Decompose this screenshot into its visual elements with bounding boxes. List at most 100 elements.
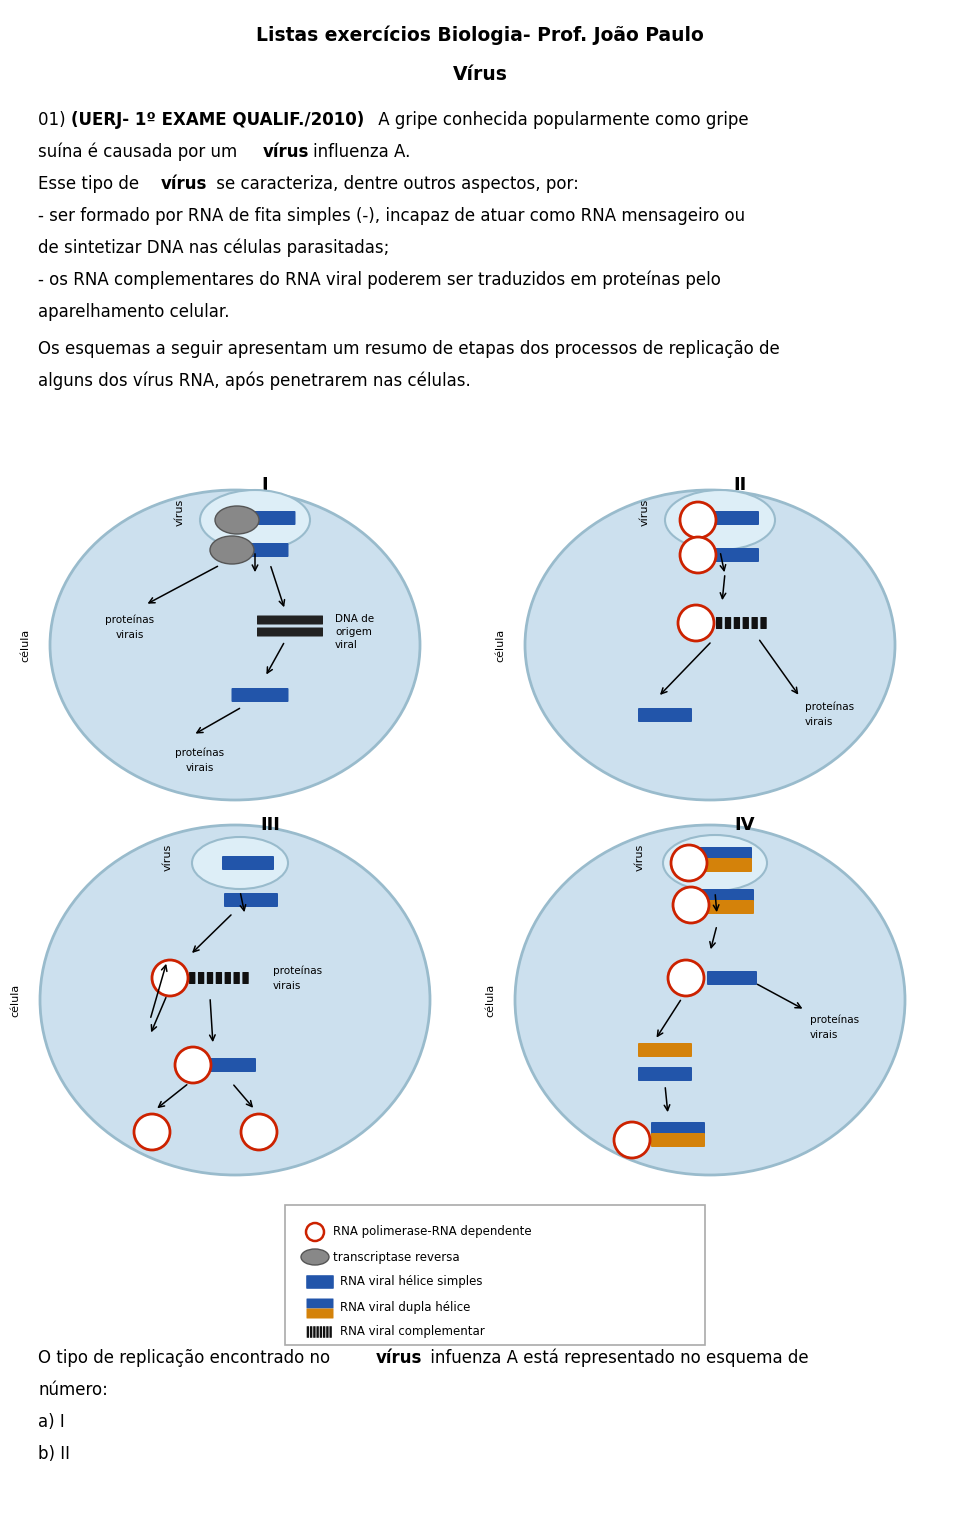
Text: viral: viral bbox=[335, 640, 358, 651]
Ellipse shape bbox=[210, 537, 254, 564]
FancyBboxPatch shape bbox=[171, 971, 178, 983]
FancyBboxPatch shape bbox=[242, 971, 249, 983]
Text: (UERJ- 1º EXAME QUALIF./2010): (UERJ- 1º EXAME QUALIF./2010) bbox=[71, 111, 364, 129]
Text: +: + bbox=[649, 1044, 661, 1059]
Ellipse shape bbox=[515, 825, 905, 1175]
Ellipse shape bbox=[665, 489, 775, 550]
FancyBboxPatch shape bbox=[257, 628, 323, 637]
Text: vírus: vírus bbox=[635, 844, 645, 871]
Text: proteínas: proteínas bbox=[176, 748, 225, 758]
Text: alguns dos vírus RNA, após penetrarem nas células.: alguns dos vírus RNA, após penetrarem na… bbox=[38, 372, 470, 391]
Text: número:: número: bbox=[38, 1382, 108, 1398]
FancyBboxPatch shape bbox=[700, 900, 754, 914]
Text: influenza A.: influenza A. bbox=[313, 143, 410, 161]
Text: 01): 01) bbox=[38, 111, 71, 129]
FancyBboxPatch shape bbox=[306, 1275, 334, 1289]
Text: I: I bbox=[262, 476, 268, 494]
FancyBboxPatch shape bbox=[313, 1325, 316, 1338]
Text: proteínas: proteínas bbox=[810, 1015, 859, 1026]
FancyBboxPatch shape bbox=[224, 894, 278, 907]
FancyBboxPatch shape bbox=[326, 1325, 328, 1338]
Text: transcriptase reversa: transcriptase reversa bbox=[333, 1251, 460, 1263]
FancyBboxPatch shape bbox=[725, 617, 732, 629]
Text: infuenza A está representado no esquema de: infuenza A está representado no esquema … bbox=[425, 1348, 808, 1368]
FancyBboxPatch shape bbox=[317, 1325, 319, 1338]
FancyBboxPatch shape bbox=[743, 617, 749, 629]
FancyBboxPatch shape bbox=[638, 708, 692, 722]
Text: III: III bbox=[260, 816, 280, 834]
Text: RNA viral hélice simples: RNA viral hélice simples bbox=[340, 1275, 483, 1289]
Text: suína é causada por um: suína é causada por um bbox=[38, 143, 243, 161]
FancyBboxPatch shape bbox=[310, 1325, 312, 1338]
FancyBboxPatch shape bbox=[231, 543, 289, 556]
FancyBboxPatch shape bbox=[231, 689, 289, 702]
Circle shape bbox=[306, 1224, 324, 1240]
FancyBboxPatch shape bbox=[198, 971, 204, 983]
FancyBboxPatch shape bbox=[638, 1043, 692, 1056]
Text: virais: virais bbox=[186, 763, 214, 774]
Text: vírus: vírus bbox=[376, 1350, 422, 1366]
Ellipse shape bbox=[40, 825, 430, 1175]
Text: célula: célula bbox=[20, 628, 30, 661]
Text: a) I: a) I bbox=[38, 1414, 64, 1430]
FancyBboxPatch shape bbox=[698, 847, 752, 860]
Text: célula: célula bbox=[10, 983, 20, 1017]
Text: virais: virais bbox=[805, 717, 833, 727]
Circle shape bbox=[680, 502, 716, 538]
FancyBboxPatch shape bbox=[233, 971, 240, 983]
Circle shape bbox=[614, 1122, 650, 1158]
Text: IV: IV bbox=[734, 816, 756, 834]
FancyBboxPatch shape bbox=[202, 1058, 256, 1072]
FancyBboxPatch shape bbox=[638, 1067, 692, 1081]
Ellipse shape bbox=[215, 506, 259, 534]
Ellipse shape bbox=[663, 834, 767, 891]
FancyBboxPatch shape bbox=[707, 971, 757, 985]
Text: origem: origem bbox=[335, 628, 372, 637]
FancyBboxPatch shape bbox=[705, 549, 759, 562]
FancyBboxPatch shape bbox=[760, 617, 767, 629]
Text: vírus: vírus bbox=[640, 499, 650, 526]
Text: II: II bbox=[733, 476, 747, 494]
Text: vírus: vírus bbox=[175, 499, 185, 526]
Text: de sintetizar DNA nas células parasitadas;: de sintetizar DNA nas células parasitada… bbox=[38, 239, 390, 257]
Circle shape bbox=[678, 605, 714, 641]
Text: RNA viral complementar: RNA viral complementar bbox=[340, 1325, 485, 1339]
Text: se caracteriza, dentre outros aspectos, por:: se caracteriza, dentre outros aspectos, … bbox=[211, 175, 579, 193]
Text: proteínas: proteínas bbox=[805, 702, 854, 713]
FancyBboxPatch shape bbox=[306, 1309, 333, 1318]
Text: - os RNA complementares do RNA viral poderem ser traduzidos em proteínas pelo: - os RNA complementares do RNA viral pod… bbox=[38, 271, 721, 289]
Circle shape bbox=[668, 961, 704, 996]
FancyBboxPatch shape bbox=[206, 971, 213, 983]
FancyBboxPatch shape bbox=[705, 511, 759, 524]
Text: Os esquemas a seguir apresentam um resumo de etapas dos processos de replicação : Os esquemas a seguir apresentam um resum… bbox=[38, 340, 780, 359]
FancyBboxPatch shape bbox=[180, 971, 186, 983]
FancyBboxPatch shape bbox=[698, 617, 705, 629]
Ellipse shape bbox=[192, 838, 288, 889]
FancyBboxPatch shape bbox=[285, 1205, 705, 1345]
FancyBboxPatch shape bbox=[238, 511, 296, 524]
Text: O tipo de replicação encontrado no: O tipo de replicação encontrado no bbox=[38, 1350, 335, 1366]
Ellipse shape bbox=[301, 1249, 329, 1265]
Ellipse shape bbox=[525, 489, 895, 800]
Text: proteínas: proteínas bbox=[273, 965, 323, 976]
Text: aparelhamento celular.: aparelhamento celular. bbox=[38, 302, 229, 321]
Text: A gripe conhecida popularmente como gripe: A gripe conhecida popularmente como grip… bbox=[373, 111, 749, 129]
FancyBboxPatch shape bbox=[752, 617, 757, 629]
Text: RNA viral dupla hélice: RNA viral dupla hélice bbox=[340, 1301, 470, 1313]
Ellipse shape bbox=[50, 489, 420, 800]
FancyBboxPatch shape bbox=[329, 1325, 332, 1338]
FancyBboxPatch shape bbox=[222, 856, 274, 869]
Text: virais: virais bbox=[810, 1031, 838, 1040]
FancyBboxPatch shape bbox=[320, 1325, 323, 1338]
Circle shape bbox=[241, 1114, 277, 1151]
Circle shape bbox=[134, 1114, 170, 1151]
Text: célula: célula bbox=[495, 628, 505, 661]
Text: RNA polimerase-RNA dependente: RNA polimerase-RNA dependente bbox=[333, 1225, 532, 1239]
Circle shape bbox=[680, 537, 716, 573]
Text: b) II: b) II bbox=[38, 1446, 70, 1462]
Ellipse shape bbox=[200, 489, 310, 550]
FancyBboxPatch shape bbox=[651, 1122, 705, 1135]
Circle shape bbox=[671, 845, 707, 882]
Text: Listas exercícios Biologia- Prof. João Paulo: Listas exercícios Biologia- Prof. João P… bbox=[256, 26, 704, 44]
FancyBboxPatch shape bbox=[708, 617, 713, 629]
